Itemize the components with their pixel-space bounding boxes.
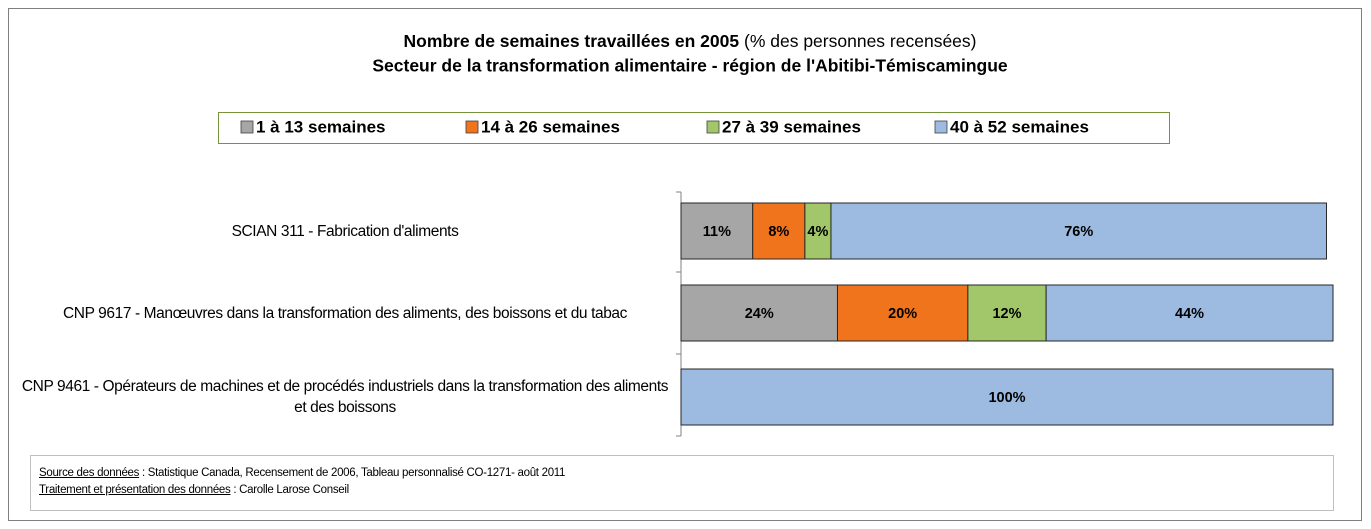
legend-label: 1 à 13 semaines — [256, 117, 385, 136]
treatment-label: Traitement et présentation des données — [39, 484, 231, 496]
legend-label: 14 à 26 semaines — [481, 117, 620, 136]
source-text: : Statistique Canada, Recensement de 200… — [139, 467, 566, 479]
category-label: CNP 9461 - Opérateurs de machines et de … — [21, 378, 669, 416]
legend-box — [218, 112, 1170, 144]
value-label: 8% — [768, 224, 789, 240]
title-main: Nombre de semaines travaillées en 2005 — [404, 31, 740, 51]
category-label: CNP 9617 - Manœuvres dans la transformat… — [63, 304, 627, 322]
value-label: 100% — [988, 390, 1025, 406]
category-label: SCIAN 311 - Fabrication d'aliments — [231, 222, 459, 240]
bar-segment — [836, 284, 969, 342]
value-label: 12% — [992, 306, 1021, 322]
bar-segment — [830, 202, 1327, 260]
legend-swatch — [706, 120, 720, 134]
value-label: 11% — [703, 224, 731, 240]
bar-segment — [967, 284, 1047, 342]
legend-label: 27 à 39 semaines — [722, 117, 861, 136]
treatment-text: : Carolle Larose Conseil — [230, 484, 349, 496]
value-label: 20% — [888, 306, 917, 322]
legend-swatch — [934, 120, 948, 134]
bar-segment — [680, 284, 838, 342]
value-label: 24% — [745, 306, 774, 322]
title-note: (% des personnes recensées) — [744, 31, 976, 51]
legend-label: 40 à 52 semaines — [950, 117, 1089, 136]
legend-swatch — [240, 120, 254, 134]
legend-swatch — [465, 120, 479, 134]
chart-title: Nombre de semaines travaillées en 2005 (… — [404, 31, 977, 51]
value-label: 76% — [1064, 224, 1093, 240]
source-line: Source des données : Statistique Canada,… — [39, 465, 1325, 482]
bar-segment — [680, 202, 754, 260]
treatment-line: Traitement et présentation des données :… — [39, 482, 1325, 499]
bar-segment — [804, 202, 832, 260]
bar-segment — [752, 202, 806, 260]
chart-subtitle: Secteur de la transformation alimentaire… — [372, 56, 1008, 76]
value-label: 4% — [807, 224, 828, 240]
chart-border — [8, 8, 1362, 521]
source-label: Source des données — [39, 467, 140, 479]
footer: Source des données : Statistique Canada,… — [30, 455, 1334, 511]
value-label: 44% — [1175, 306, 1204, 322]
bar-segment — [680, 368, 1334, 426]
bar-segment — [1045, 284, 1334, 342]
